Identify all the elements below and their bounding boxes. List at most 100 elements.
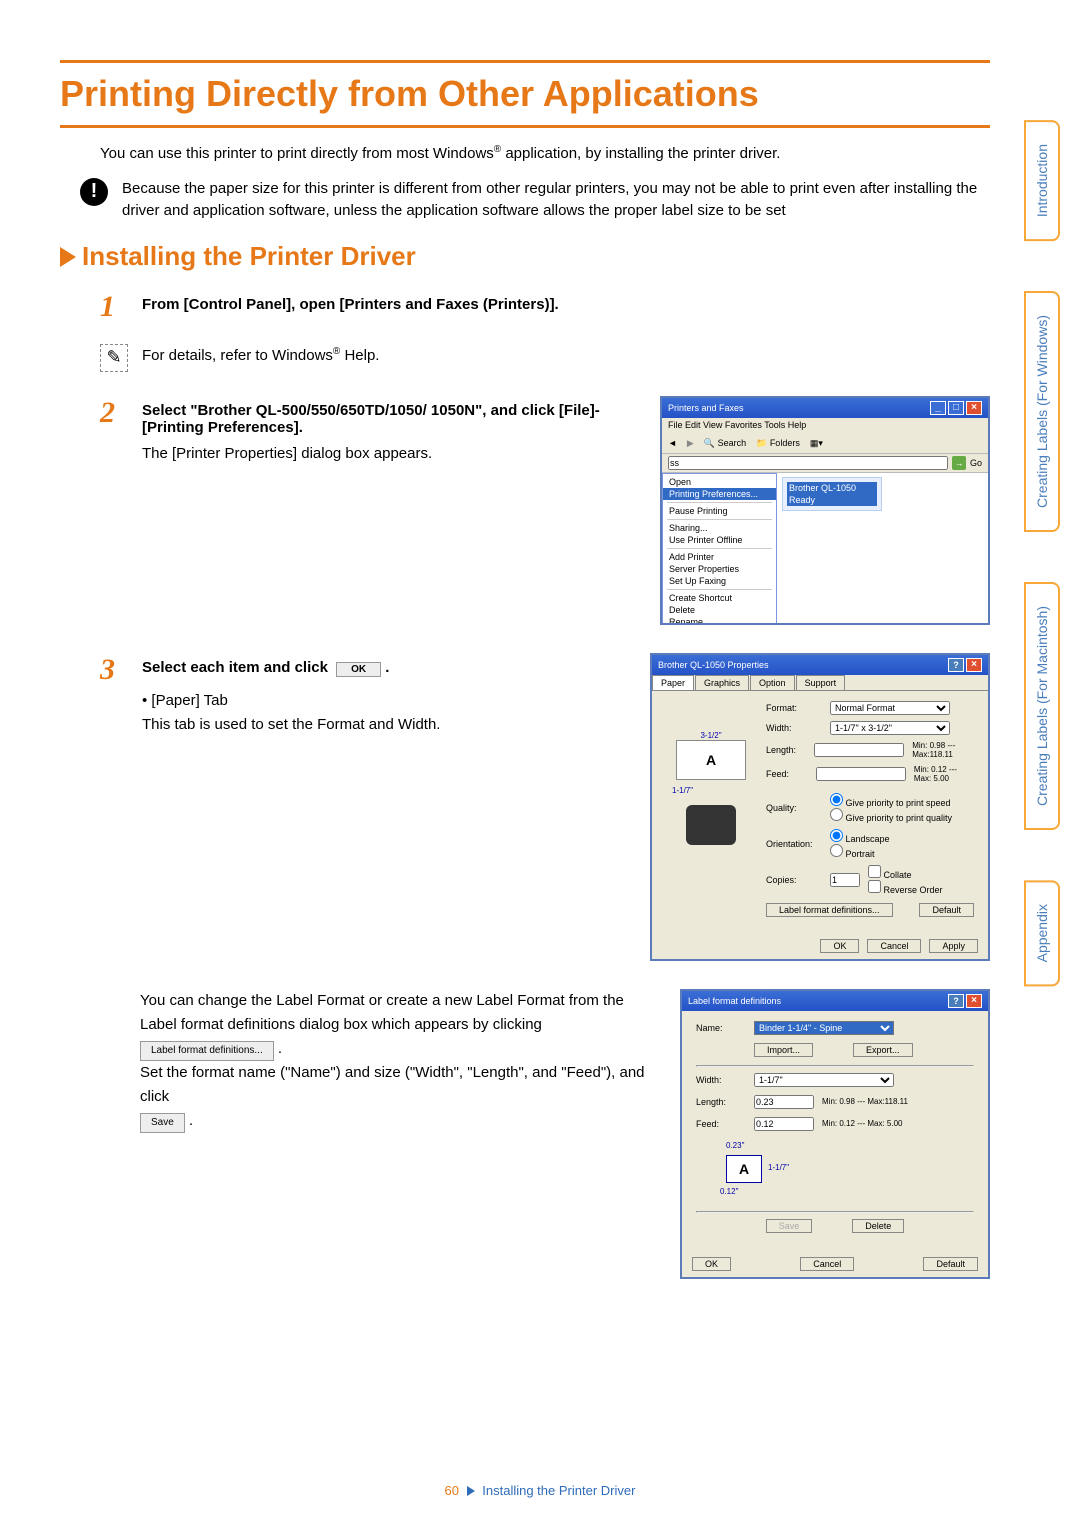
feed-input[interactable] [816,767,906,781]
menu-shortcut[interactable]: Create Shortcut [663,592,776,604]
step-number-3: 3 [100,653,128,737]
lfd-close-button[interactable]: × [966,994,982,1008]
details-after: Help. [340,347,379,364]
tab-support[interactable]: Support [796,675,846,690]
help-button[interactable]: ? [948,658,964,672]
lfd-feed-input[interactable] [754,1117,814,1131]
note-text: Because the paper size for this printer … [122,178,990,223]
length-range: Min: 0.98 --- Max:118.11 [912,741,974,759]
length-label: Length: [766,745,806,755]
length-input[interactable] [814,743,904,757]
menu-open[interactable]: Open [663,476,776,488]
lfd-button[interactable]: Label format definitions... [766,903,893,917]
step2-text: The [Printer Properties] dialog box appe… [142,442,640,466]
lfd-width-label: Width: [696,1075,746,1085]
toolbar: ◄ ▶ 🔍 Search 📁 Folders ▦▾ [662,432,988,454]
lfd-inline-button: Label format definitions... [140,1041,274,1061]
reverse-checkbox[interactable] [868,880,881,893]
width-select[interactable]: 1-1/7" x 3-1/2" [830,721,950,735]
printer-tile[interactable]: Brother QL-1050 Ready [782,477,882,511]
search-button[interactable]: Search [718,438,747,448]
format-select[interactable]: Normal Format [830,701,950,715]
printers-faxes-screenshot: Printers and Faxes _ □ × File Edit View … [660,396,990,625]
close-button[interactable]: × [966,401,982,415]
lfd-ok-button[interactable]: OK [692,1257,731,1271]
lfd-save-button[interactable]: Save [766,1219,813,1233]
tab-appendix[interactable]: Appendix [1024,880,1060,986]
menu-offline[interactable]: Use Printer Offline [663,534,776,546]
orientation-label: Orientation: [766,839,822,849]
reverse-label: Reverse Order [884,885,943,895]
ok-inline-button: OK [336,662,381,677]
props-ok-button[interactable]: OK [820,939,859,953]
lfd-preview: 0.23" A 1-1/7" 0.12" [716,1141,796,1201]
portrait-radio[interactable] [830,844,843,857]
address-bar: → Go [662,454,988,473]
lfd-name-select[interactable]: Binder 1-1/4" - Spine [754,1021,894,1035]
lfd-import-button[interactable]: Import... [754,1043,813,1057]
quality-quality-radio[interactable] [830,808,843,821]
minimize-button[interactable]: _ [930,401,946,415]
menu-rename[interactable]: Rename [663,616,776,623]
footer-link[interactable]: Installing the Printer Driver [482,1483,635,1498]
note-pencil-icon: ✎ [100,344,128,372]
format-label: Format: [766,703,822,713]
lfd-default-button[interactable]: Default [923,1257,978,1271]
portrait-label: Portrait [846,849,875,859]
lfd-feed-range: Min: 0.12 --- Max: 5.00 [822,1119,902,1128]
tab-graphics[interactable]: Graphics [695,675,749,690]
menu-bar[interactable]: File Edit View Favorites Tools Help [662,418,988,432]
page-title: Printing Directly from Other Application… [60,60,990,128]
lfd-export-button[interactable]: Export... [853,1043,913,1057]
printer-name: Brother QL-1050 [787,482,877,494]
copies-input[interactable] [830,873,860,887]
back-button[interactable]: ◄ [668,438,677,448]
views-button[interactable]: ▦▾ [810,438,823,449]
menu-pause[interactable]: Pause Printing [663,505,776,517]
props-tabs: Paper Graphics Option Support [652,675,988,691]
props-apply-button[interactable]: Apply [929,939,978,953]
default-button[interactable]: Default [919,903,974,917]
menu-sharing[interactable]: Sharing... [663,522,776,534]
step3-title: Select each item and click OK . [142,659,630,677]
warning-icon: ! [80,178,108,206]
section-heading: Installing the Printer Driver [60,241,990,272]
step1-title: From [Control Panel], open [Printers and… [142,296,990,313]
landscape-radio[interactable] [830,829,843,842]
lfd-help-button[interactable]: ? [948,994,964,1008]
width-label: Width: [766,723,822,733]
tab-creating-windows[interactable]: Creating Labels (For Windows) [1024,291,1060,532]
quality-speed-radio[interactable] [830,793,843,806]
preview-box: A [676,740,746,780]
lfd-text: You can change the Label Format or creat… [140,992,624,1033]
folders-button[interactable]: Folders [770,438,800,448]
paper-tab-text: This tab is used to set the Format and W… [142,713,630,737]
lfd-dialog-screenshot: Label format definitions ? × Name: Binde… [680,989,990,1279]
step-number-2: 2 [100,396,128,466]
tab-creating-mac[interactable]: Creating Labels (For Macintosh) [1024,582,1060,830]
menu-server-props[interactable]: Server Properties [663,563,776,575]
address-input[interactable] [668,456,948,470]
props-cancel-button[interactable]: Cancel [867,939,921,953]
tab-introduction[interactable]: Introduction [1024,120,1060,241]
paper-tab-bullet: • [Paper] Tab [142,689,630,713]
maximize-button[interactable]: □ [948,401,964,415]
go-button[interactable]: → [952,456,966,470]
section-title: Installing the Printer Driver [82,241,416,271]
lfd-width-select[interactable]: 1-1/7" [754,1073,894,1087]
lfd-length-input[interactable] [754,1095,814,1109]
tab-paper[interactable]: Paper [652,675,694,690]
lfd-preview-side: 1-1/7" [768,1163,789,1172]
lfd-preview-a: A [726,1155,762,1183]
menu-add-printer[interactable]: Add Printer [663,551,776,563]
lfd-cancel-button[interactable]: Cancel [800,1257,854,1271]
menu-printing-preferences[interactable]: Printing Preferences... [663,488,776,500]
props-close-button[interactable]: × [966,658,982,672]
menu-delete[interactable]: Delete [663,604,776,616]
collate-checkbox[interactable] [868,865,881,878]
tab-option[interactable]: Option [750,675,795,690]
lfd-delete-button[interactable]: Delete [852,1219,904,1233]
arrow-icon [60,247,76,267]
details-text: For details, refer to Windows® Help. [142,344,379,368]
menu-fax[interactable]: Set Up Faxing [663,575,776,587]
